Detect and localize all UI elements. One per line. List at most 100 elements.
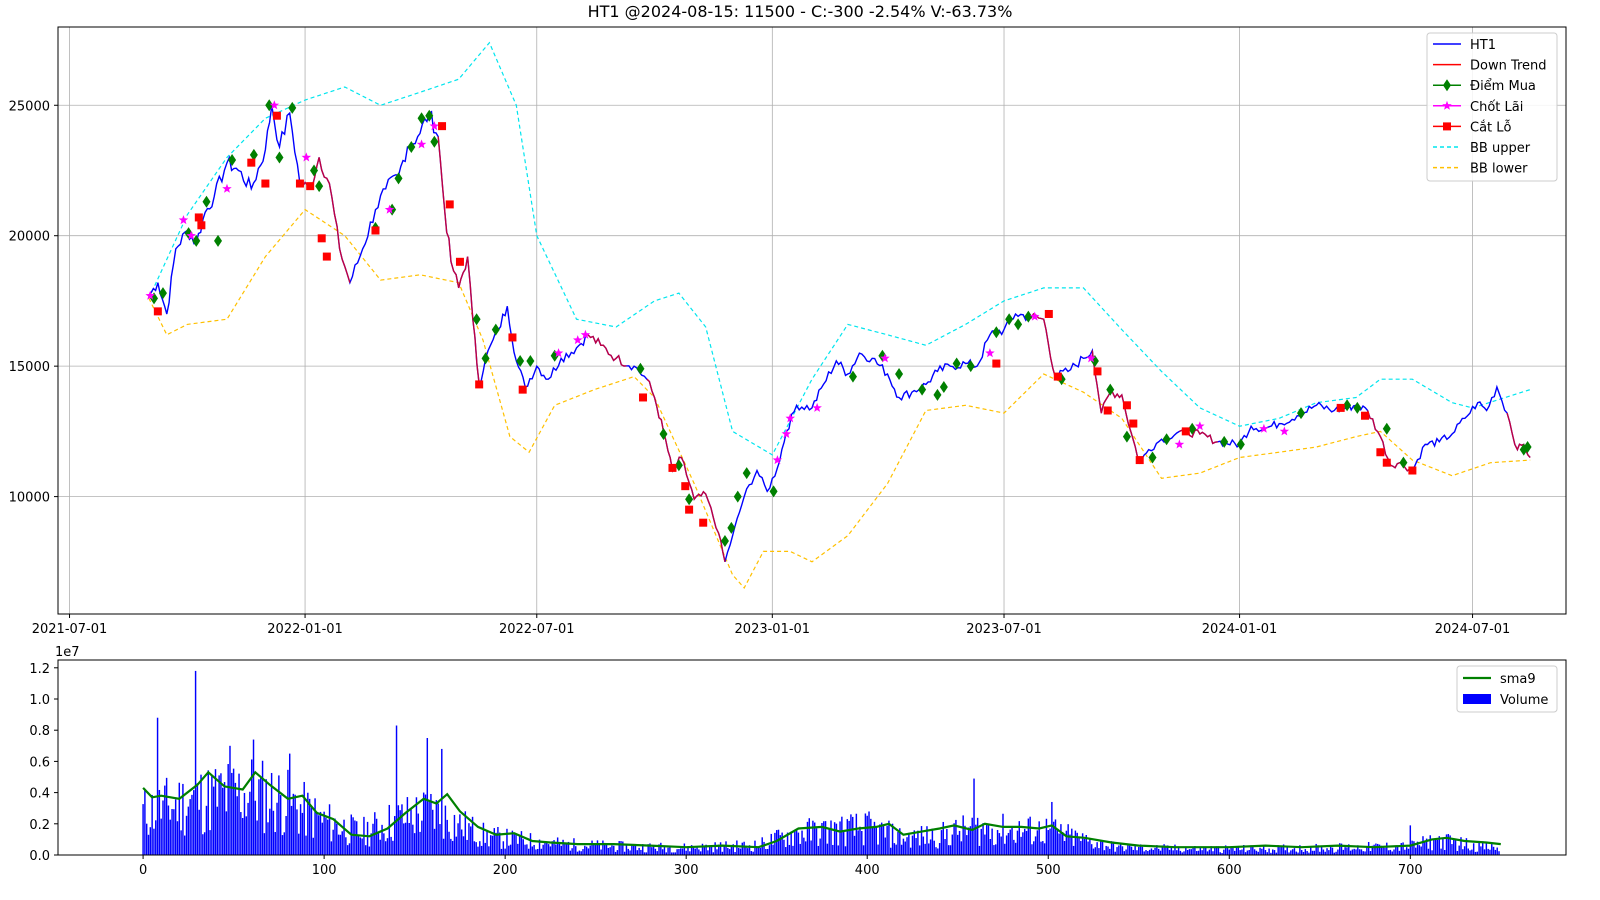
volume-bar	[578, 850, 581, 855]
volume-bar	[1168, 849, 1171, 855]
volume-bar	[308, 798, 311, 855]
volume-bar	[790, 831, 792, 855]
volume-bar	[482, 822, 485, 855]
stop-loss-marker	[1103, 406, 1112, 415]
volume-bar	[640, 849, 642, 855]
volume-bar	[1317, 845, 1319, 855]
volume-bar	[520, 831, 523, 855]
volume-bar	[942, 821, 944, 855]
volume-y-tick-label: 0.4	[29, 787, 50, 802]
take-profit-marker	[178, 215, 189, 225]
legend-label: HT1	[1470, 38, 1496, 53]
volume-bar	[498, 832, 501, 855]
volume-bar	[622, 841, 624, 855]
volume-bar	[399, 810, 401, 855]
buy-marker	[636, 362, 645, 375]
volume-bar	[537, 848, 539, 855]
volume-panel: 0 100 200 300 400 500 600 700 0.0 0.2 0.4 0.6 0.8 1.0…	[29, 645, 1567, 878]
volume-bar	[1023, 828, 1026, 855]
volume-bar	[455, 836, 457, 855]
volume-bar	[1150, 848, 1153, 855]
volume-bar	[1447, 834, 1450, 855]
volume-bar	[685, 850, 687, 855]
volume-bar	[223, 782, 226, 855]
volume-bar	[674, 852, 677, 855]
volume-bar	[466, 839, 468, 855]
volume-bar	[160, 818, 162, 855]
buy-markers	[150, 99, 1532, 547]
buy-marker	[1220, 435, 1229, 448]
volume-bar	[337, 834, 340, 855]
volume-bar	[1498, 851, 1500, 855]
volume-bar	[165, 777, 168, 855]
legend-label: Điểm Mua	[1470, 79, 1536, 94]
volume-bar	[330, 841, 333, 855]
buy-marker	[848, 370, 857, 383]
volume-bar	[238, 773, 240, 855]
volume-bar	[403, 823, 405, 855]
volume-bar	[1279, 846, 1281, 855]
volume-bar	[812, 820, 814, 855]
volume-bar	[609, 847, 611, 855]
volume-bar	[500, 848, 503, 855]
volume-bar	[607, 847, 610, 855]
volume-bar	[401, 804, 403, 855]
volume-bar	[506, 828, 508, 855]
volume-bar	[967, 827, 970, 855]
volume-bar	[582, 849, 584, 855]
volume-bar	[1000, 836, 1002, 855]
volume-bar	[299, 804, 302, 855]
volume-bar	[475, 842, 477, 855]
volume-bar	[256, 820, 258, 855]
volume-bar	[632, 845, 635, 855]
volume-bar	[412, 824, 414, 855]
volume-bar	[1328, 850, 1330, 855]
volume-bar	[1297, 852, 1299, 855]
volume-bar	[1454, 839, 1457, 855]
volume-bar	[312, 837, 314, 855]
volume-bar	[212, 786, 215, 855]
volume-bar	[1389, 849, 1392, 855]
volume-bar	[1431, 850, 1433, 855]
buy-marker	[966, 360, 975, 373]
volume-bar	[571, 848, 573, 855]
volume-bar	[1310, 846, 1312, 855]
volume-bar	[652, 845, 655, 855]
volume-bar	[817, 845, 820, 855]
volume-bar	[658, 844, 660, 855]
volume-bar	[681, 848, 684, 855]
volume-bar	[301, 812, 304, 855]
volume-bar	[193, 790, 195, 855]
volume-bar	[1212, 851, 1214, 855]
volume-bar	[1228, 849, 1231, 855]
volume-bar	[249, 791, 251, 855]
volume-bar	[1018, 821, 1021, 855]
volume-bar	[1262, 845, 1265, 855]
volume-bar	[538, 839, 541, 855]
x-tick-label: 2024-07-01	[1435, 622, 1511, 637]
volume-bar	[1156, 845, 1158, 855]
volume-bar	[660, 842, 662, 855]
volume-x-tick-label: 700	[1398, 863, 1423, 878]
volume-bar	[426, 738, 429, 855]
volume-bar	[1487, 848, 1489, 855]
volume-bar	[703, 846, 706, 855]
volume-bar	[406, 797, 409, 855]
volume-bar	[517, 843, 519, 855]
volume-bar	[850, 814, 852, 855]
volume-bar	[1127, 845, 1129, 855]
volume-bar	[453, 814, 456, 855]
volume-bar	[861, 830, 863, 855]
volume-bar	[908, 832, 910, 855]
volume-bar	[1243, 845, 1245, 855]
legend-label: Chốt Lãi	[1470, 100, 1523, 115]
volume-bar	[584, 845, 586, 855]
volume-bar	[187, 806, 190, 855]
volume-bar	[770, 833, 772, 855]
x-tick-label: 2022-01-01	[267, 622, 343, 637]
volume-bar	[833, 822, 836, 855]
volume-bar	[937, 848, 939, 855]
volume-bar	[1429, 835, 1431, 855]
volume-bar	[444, 805, 447, 855]
volume-bar	[410, 808, 412, 855]
